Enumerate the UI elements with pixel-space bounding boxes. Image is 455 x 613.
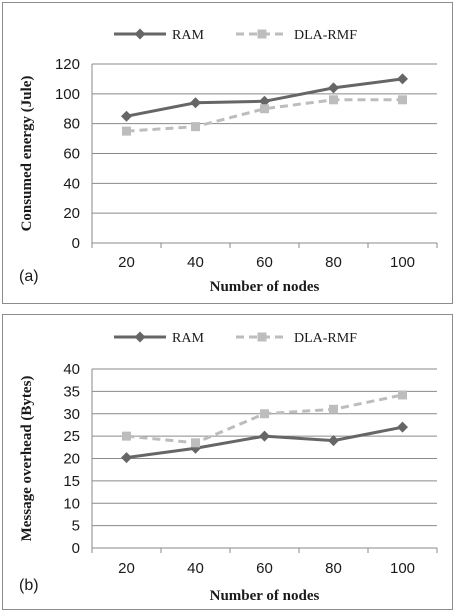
y-tick-label: 80 bbox=[63, 116, 80, 133]
y-tick-label: 100 bbox=[55, 86, 80, 103]
data-point-ram bbox=[328, 82, 339, 94]
data-point-dla-rmf bbox=[122, 126, 131, 136]
x-axis-title: Number of nodes bbox=[210, 588, 320, 604]
legend-marker-ram bbox=[134, 28, 146, 40]
y-tick-label: 40 bbox=[63, 361, 80, 378]
x-tick-label: 20 bbox=[118, 560, 135, 577]
chart-b-svg: 0 5 10 15 20 25 30 35 40 20 40 60 80 100 RAM DLA-RMF Num… bbox=[19, 331, 438, 604]
data-point-dla-rmf bbox=[260, 104, 269, 114]
panel-label: (a) bbox=[19, 268, 39, 285]
chart-a-svg: 0 20 40 60 80 100 120 20 40 60 80 100 RAM DLA-RMF Numb… bbox=[19, 28, 438, 295]
y-tick-label: 20 bbox=[63, 451, 80, 468]
y-tick-label: 40 bbox=[63, 175, 80, 192]
y-tick-label: 35 bbox=[63, 383, 80, 400]
data-point-dla-rmf bbox=[122, 431, 131, 441]
legend-label: DLA-RMF bbox=[294, 28, 357, 43]
x-tick-label: 100 bbox=[390, 254, 415, 271]
data-point-dla-rmf bbox=[329, 95, 338, 105]
panel-label: (b) bbox=[19, 577, 39, 594]
data-point-dla-rmf bbox=[398, 95, 407, 105]
x-tick-label: 80 bbox=[325, 254, 342, 271]
y-tick-label: 15 bbox=[63, 473, 80, 490]
y-tick-label: 120 bbox=[55, 56, 80, 73]
x-tick-label: 60 bbox=[256, 560, 273, 577]
x-tick-label: 20 bbox=[118, 254, 135, 271]
data-point-ram bbox=[397, 73, 408, 85]
y-axis-title: Message overhead (Bytes) bbox=[19, 376, 35, 542]
legend-label: RAM bbox=[172, 331, 204, 346]
chart-panel-b: 0 5 10 15 20 25 30 35 40 20 40 60 80 100 RAM DLA-RMF Num… bbox=[2, 314, 453, 610]
x-tick-label: 100 bbox=[390, 560, 415, 577]
x-tick-label: 40 bbox=[187, 560, 204, 577]
legend-label: RAM bbox=[172, 28, 204, 43]
legend-marker-ram bbox=[134, 331, 146, 343]
y-tick-label: 30 bbox=[63, 406, 80, 423]
legend-marker-dla-rmf bbox=[257, 332, 267, 342]
chart-panel-a: 0 20 40 60 80 100 120 20 40 60 80 100 RAM DLA-RMF Numb… bbox=[2, 2, 453, 304]
y-tick-label: 0 bbox=[72, 235, 80, 252]
y-axis-title: Consumed energy (Jule) bbox=[19, 76, 35, 232]
data-point-dla-rmf bbox=[329, 404, 338, 414]
x-tick-label: 80 bbox=[325, 560, 342, 577]
data-point-dla-rmf bbox=[398, 390, 407, 400]
y-tick-label: 0 bbox=[72, 540, 80, 557]
y-tick-label: 25 bbox=[63, 428, 80, 445]
x-tick-label: 40 bbox=[187, 254, 204, 271]
data-point-dla-rmf bbox=[191, 438, 200, 448]
y-tick-label: 20 bbox=[63, 205, 80, 222]
data-point-ram bbox=[190, 97, 201, 109]
y-tick-label: 60 bbox=[63, 146, 80, 163]
legend-label: DLA-RMF bbox=[294, 331, 357, 346]
series-line-dla-rmf bbox=[126, 98, 403, 133]
x-axis-title: Number of nodes bbox=[210, 279, 320, 295]
data-point-ram bbox=[190, 442, 201, 454]
data-point-dla-rmf bbox=[191, 122, 200, 132]
y-tick-label: 5 bbox=[72, 518, 80, 535]
data-point-ram bbox=[328, 435, 339, 447]
data-point-ram bbox=[121, 110, 132, 122]
data-point-ram bbox=[259, 95, 270, 107]
y-tick-label: 10 bbox=[63, 495, 80, 512]
legend-marker-dla-rmf bbox=[257, 29, 267, 39]
data-point-ram bbox=[121, 452, 132, 464]
x-tick-label: 60 bbox=[256, 254, 273, 271]
data-point-ram bbox=[259, 430, 270, 442]
data-point-ram bbox=[397, 421, 408, 433]
data-point-dla-rmf bbox=[260, 409, 269, 419]
